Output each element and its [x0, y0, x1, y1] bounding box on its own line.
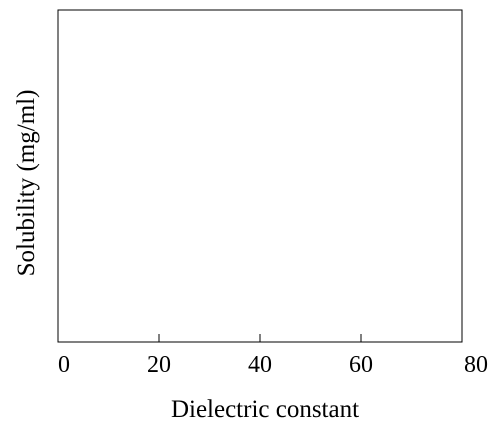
plot-area-frame — [57, 9, 463, 343]
x-tick-label: 60 — [349, 352, 373, 378]
x-axis-label: Dielectric constant — [171, 396, 359, 423]
x-axis-ticks — [57, 334, 463, 342]
x-tick-label: 80 — [464, 352, 488, 378]
x-tick-label: 40 — [248, 352, 272, 378]
x-axis-tick-labels: 0 20 40 60 80 — [58, 352, 488, 378]
y-axis-label: Solubility (mg/ml) — [13, 90, 40, 277]
x-tick-label: 0 — [58, 352, 70, 378]
x-tick-label: 20 — [147, 352, 171, 378]
